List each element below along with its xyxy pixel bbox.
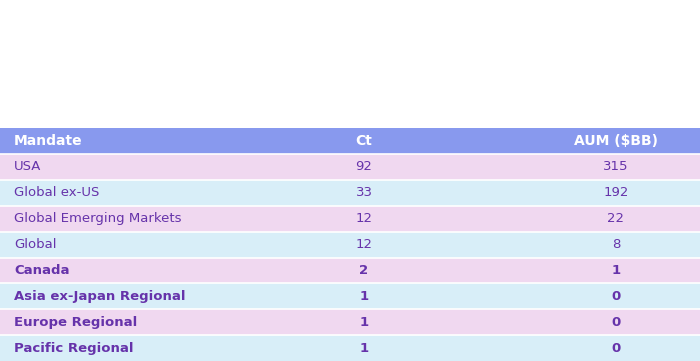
Text: 192: 192 <box>603 186 629 199</box>
FancyBboxPatch shape <box>0 335 700 361</box>
Text: 0: 0 <box>611 290 621 303</box>
Text: 1: 1 <box>359 342 369 355</box>
Text: Pacific Regional: Pacific Regional <box>14 342 134 355</box>
Text: Asia ex-Japan Regional: Asia ex-Japan Regional <box>14 290 186 303</box>
Text: 12: 12 <box>356 212 372 225</box>
Text: 2: 2 <box>359 264 369 277</box>
Text: Global Emerging Markets: Global Emerging Markets <box>14 212 181 225</box>
Text: 92: 92 <box>356 160 372 174</box>
FancyBboxPatch shape <box>0 283 700 309</box>
Text: 0: 0 <box>611 316 621 329</box>
FancyBboxPatch shape <box>0 180 700 206</box>
Text: 1: 1 <box>611 264 621 277</box>
Text: 0: 0 <box>611 342 621 355</box>
Text: Ct: Ct <box>356 134 372 148</box>
FancyBboxPatch shape <box>0 154 700 180</box>
FancyBboxPatch shape <box>0 206 700 232</box>
Text: Coverage by Geographic Mandate: Coverage by Geographic Mandate <box>85 31 615 59</box>
Text: 8: 8 <box>612 238 620 251</box>
Text: Global: Global <box>14 238 57 251</box>
Text: USA: USA <box>14 160 41 174</box>
Text: 33: 33 <box>356 186 372 199</box>
Text: 1: 1 <box>359 316 369 329</box>
Text: Mandate: Mandate <box>14 134 83 148</box>
FancyBboxPatch shape <box>0 309 700 335</box>
Text: 12: 12 <box>356 238 372 251</box>
FancyBboxPatch shape <box>0 232 700 257</box>
Text: AUM ($BB): AUM ($BB) <box>574 134 658 148</box>
Text: Europe Regional: Europe Regional <box>14 316 137 329</box>
Text: Global ex-US: Global ex-US <box>14 186 99 199</box>
FancyBboxPatch shape <box>0 128 700 154</box>
Text: (Feb '21, Equity funds only): (Feb '21, Equity funds only) <box>134 79 566 108</box>
Text: 22: 22 <box>608 212 624 225</box>
Text: 315: 315 <box>603 160 629 174</box>
Text: Canada: Canada <box>14 264 69 277</box>
Text: 1: 1 <box>359 290 369 303</box>
FancyBboxPatch shape <box>0 257 700 283</box>
